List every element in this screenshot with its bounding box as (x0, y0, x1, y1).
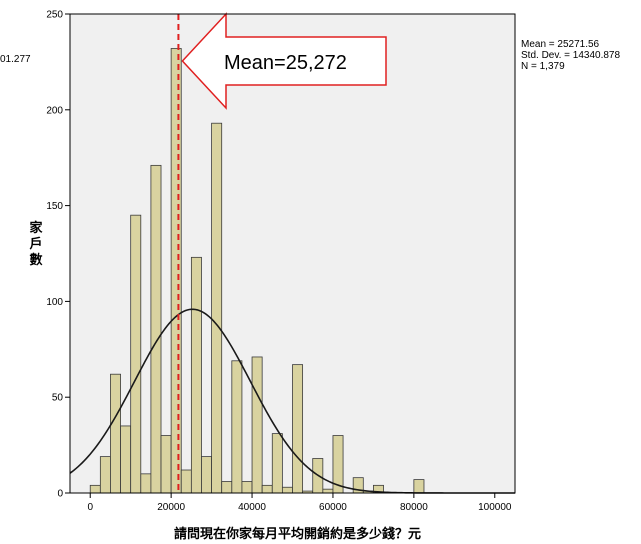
histogram-bar (89, 484, 101, 494)
histogram-bar (271, 433, 283, 494)
histogram-bar (201, 456, 212, 494)
histogram-bar (251, 356, 263, 494)
mean-callout-arrow (181, 12, 387, 110)
x-tick-label: 0 (87, 502, 93, 513)
y-axis-label: 家戶數 (29, 220, 43, 268)
x-axis-label: 請問現在你家每月平均開銷約是多少錢？元 (174, 526, 421, 542)
histogram-bar (140, 473, 152, 494)
histogram-bar (322, 488, 334, 494)
y-tick-label: 50 (52, 393, 64, 404)
ticks-layer: 0 50 100 150 200 250 0 20000 40000 60000 80000 1000… (46, 10, 512, 514)
stats-std-dev: Std. Dev. = 14340.878 (521, 50, 620, 61)
y-tick-label: 100 (46, 297, 63, 308)
histogram-bar (190, 256, 202, 494)
histogram-bar (130, 214, 142, 494)
histogram-bar (261, 484, 273, 494)
histogram-bar (120, 425, 132, 494)
histogram-bar (281, 486, 293, 494)
histogram-bar (221, 481, 233, 494)
y-tick-label: 200 (46, 105, 63, 116)
x-tick-label: 40000 (238, 502, 266, 513)
y-tick-label: 0 (57, 489, 63, 500)
histogram-bar (110, 373, 121, 494)
y-tick-label: 250 (46, 10, 63, 21)
stats-mean: Mean = 25271.56 (521, 39, 600, 50)
histogram-bar (170, 48, 182, 494)
histogram-bar (292, 364, 304, 494)
histogram-bar (241, 481, 253, 494)
x-tick-label: 80000 (400, 502, 428, 513)
x-tick-label: 20000 (157, 502, 185, 513)
histogram-bar (160, 435, 172, 494)
axes-layer (69, 13, 516, 494)
histogram-bar (413, 479, 425, 494)
histogram-bar (150, 164, 162, 494)
x-tick-label: 100000 (478, 502, 512, 513)
histogram-bar (180, 469, 192, 494)
cut-off-label: 01.277 (0, 54, 31, 65)
histogram-bar (211, 122, 223, 494)
histogram-bar (99, 456, 111, 494)
plot-frame (69, 13, 516, 494)
y-tick-label: 150 (46, 201, 63, 212)
mean-callout-text: Mean=25,272 (224, 52, 347, 74)
stats-n: N = 1,379 (521, 61, 565, 72)
histogram-bar (231, 360, 243, 494)
x-tick-label: 60000 (319, 502, 347, 513)
